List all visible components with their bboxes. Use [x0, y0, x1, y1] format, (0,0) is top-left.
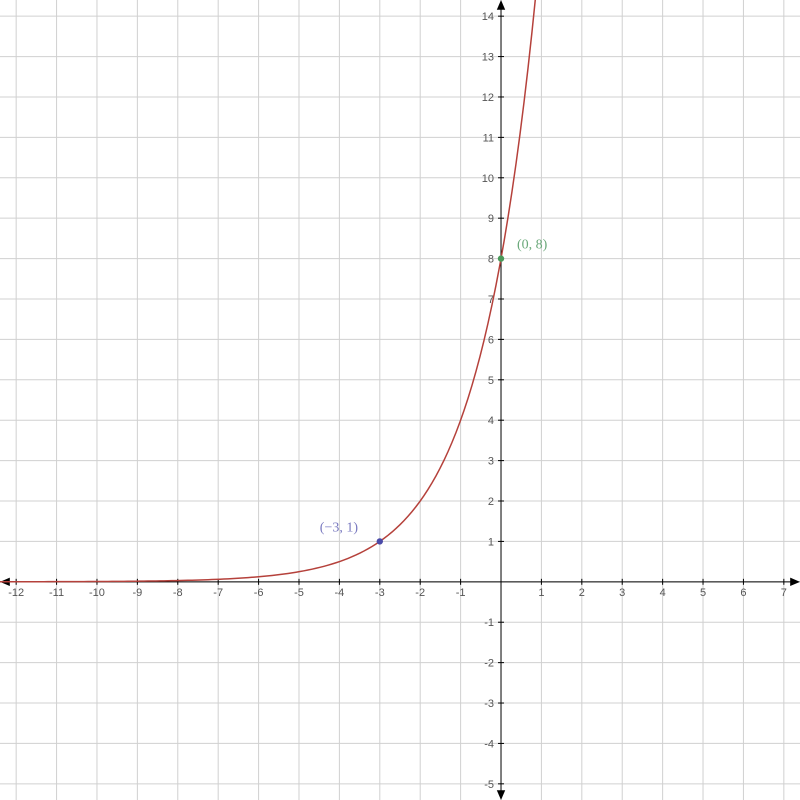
point-b [498, 255, 504, 261]
y-tick-label: -2 [484, 658, 494, 670]
x-tick-label: 5 [700, 587, 706, 599]
x-tick-label: 6 [740, 587, 746, 599]
point-a [377, 538, 383, 544]
y-tick-label: 4 [488, 415, 494, 427]
point-a-label: (−3, 1) [320, 520, 359, 535]
x-tick-label: -10 [89, 587, 105, 599]
y-tick-label: 13 [482, 52, 494, 64]
x-tick-label: -6 [254, 587, 264, 599]
chart-svg: -12-11-10-9-8-7-6-5-4-3-2-11234567-5-4-3… [0, 0, 800, 800]
x-tick-label: -5 [294, 587, 304, 599]
axis-arrowhead [497, 790, 505, 800]
y-tick-label: 2 [488, 496, 494, 508]
x-tick-label: -1 [456, 587, 466, 599]
x-tick-label: -3 [375, 587, 385, 599]
y-tick-label: 14 [482, 11, 494, 23]
x-tick-label: 1 [538, 587, 544, 599]
y-tick-label: -1 [484, 617, 494, 629]
y-tick-label: 1 [488, 536, 494, 548]
x-tick-label: -4 [335, 587, 345, 599]
x-tick-label: -11 [49, 587, 64, 599]
x-tick-label: 2 [579, 587, 585, 599]
axis-arrowhead [790, 578, 800, 586]
y-tick-label: -5 [484, 779, 494, 791]
y-tick-label: 5 [488, 375, 494, 387]
y-tick-label: 8 [488, 254, 494, 266]
x-tick-label: -9 [132, 587, 142, 599]
x-tick-label: 3 [619, 587, 625, 599]
y-tick-label: -4 [484, 738, 494, 750]
x-tick-label: -7 [213, 587, 223, 599]
y-tick-label: 3 [488, 456, 494, 468]
y-tick-label: 12 [482, 92, 494, 104]
x-tick-label: -2 [415, 587, 425, 599]
x-tick-label: -8 [173, 587, 183, 599]
curve [0, 0, 800, 582]
y-tick-label: 9 [488, 213, 494, 225]
x-tick-label: 7 [781, 587, 787, 599]
axis-arrowhead [497, 0, 505, 10]
x-tick-label: 4 [660, 587, 666, 599]
y-tick-label: 6 [488, 334, 494, 346]
y-tick-label: 10 [482, 173, 494, 185]
point-b-label: (0, 8) [517, 238, 548, 253]
y-tick-label: -3 [484, 698, 494, 710]
coordinate-plane-chart: -12-11-10-9-8-7-6-5-4-3-2-11234567-5-4-3… [0, 0, 800, 800]
y-tick-label: 11 [483, 132, 494, 144]
x-tick-label: -12 [8, 587, 24, 599]
